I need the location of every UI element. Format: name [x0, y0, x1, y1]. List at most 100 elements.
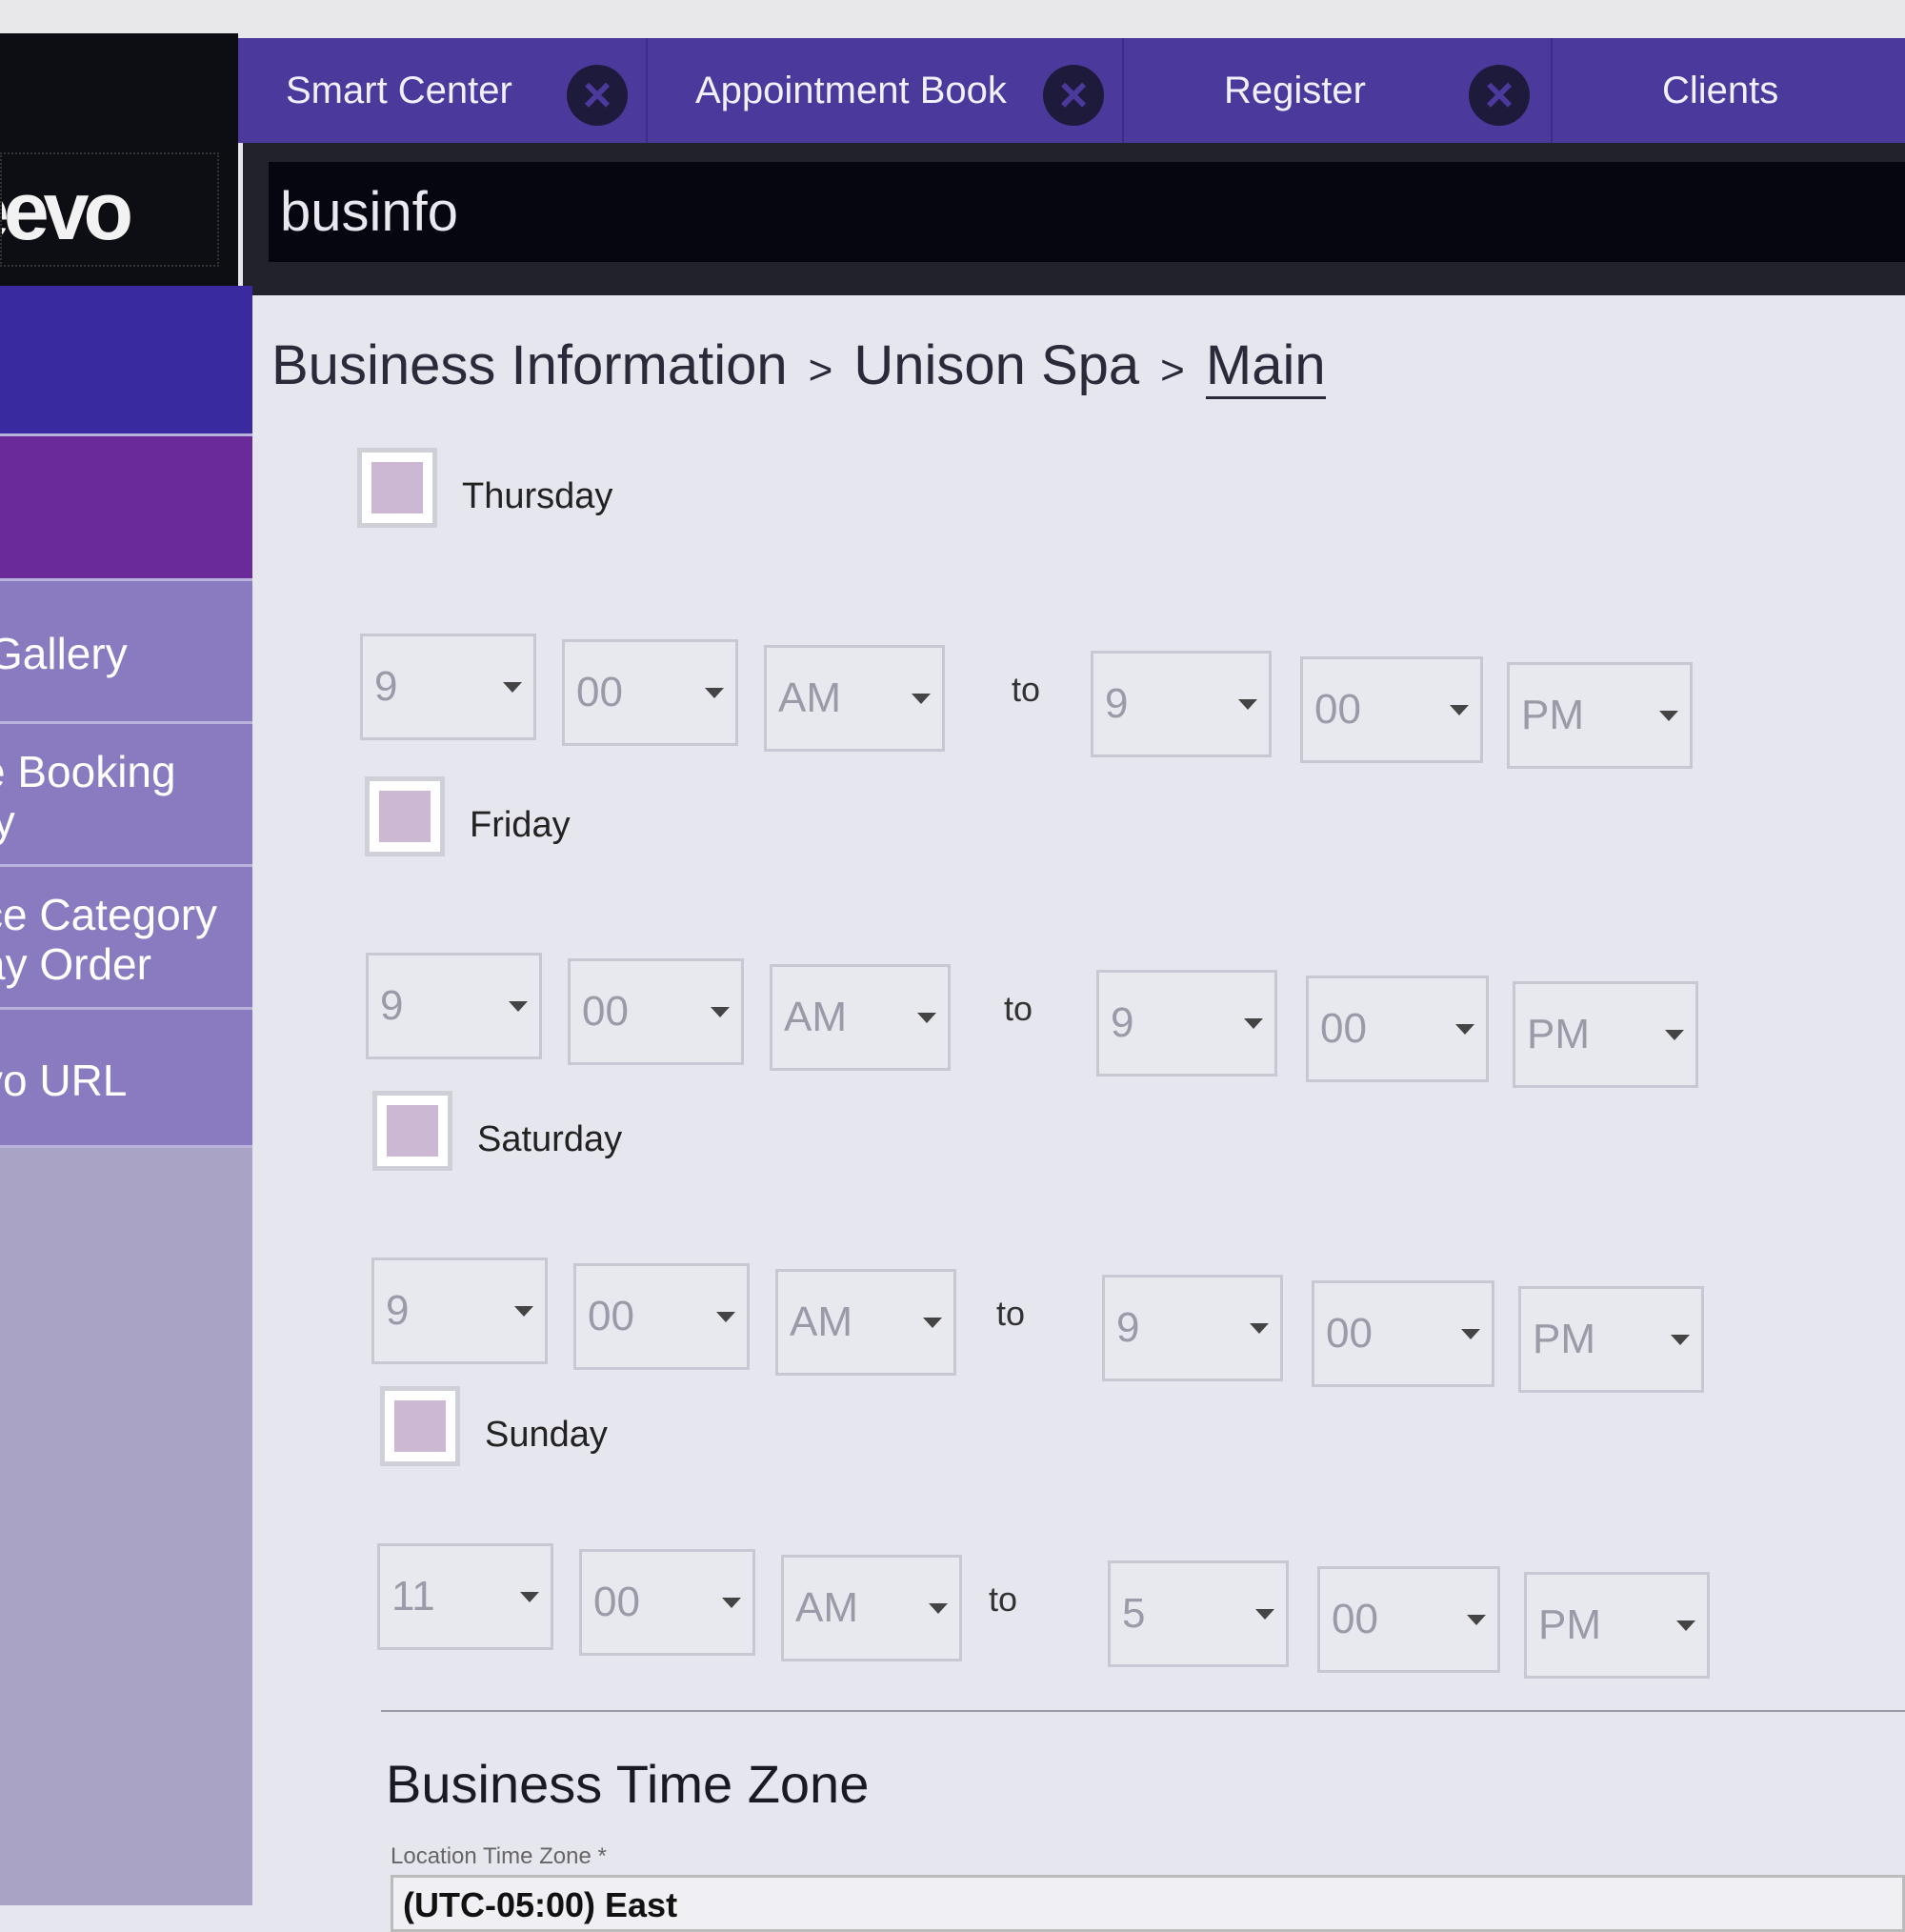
chevron-down-icon	[705, 687, 724, 698]
select-value: 9	[374, 663, 398, 710]
close-ampm-select[interactable]: PM	[1507, 662, 1693, 769]
timezone-label: Location Time Zone *	[391, 1843, 607, 1869]
search-input[interactable]	[269, 162, 1905, 262]
close-ampm-select[interactable]: PM	[1513, 981, 1698, 1088]
open-hour-select[interactable]: 9	[366, 953, 542, 1059]
select-value: AM	[790, 1298, 852, 1345]
select-value: 9	[1116, 1304, 1140, 1351]
close-minute-select[interactable]: 00	[1306, 976, 1489, 1082]
day-checkbox-friday[interactable]	[365, 776, 445, 856]
sidebar-block-blue	[0, 286, 252, 436]
select-value: 9	[1105, 680, 1129, 727]
chevron-down-icon	[722, 1597, 741, 1608]
select-value: 00	[1320, 1005, 1367, 1052]
open-minute-select[interactable]: 00	[568, 958, 744, 1065]
close-ampm-select[interactable]: PM	[1518, 1286, 1704, 1393]
open-ampm-select[interactable]: AM	[781, 1555, 962, 1661]
select-value: AM	[778, 674, 841, 721]
close-minute-select[interactable]: 00	[1317, 1566, 1500, 1673]
chevron-down-icon	[711, 1006, 730, 1017]
breadcrumb: Business Information > Unison Spa > Main	[271, 333, 1326, 399]
tab-label: Appointment Book	[695, 69, 1007, 111]
chevron-down-icon	[1676, 1620, 1695, 1631]
select-value: 00	[1314, 686, 1361, 733]
chevron-down-icon	[917, 1012, 936, 1023]
tab-appointment-book[interactable]: Appointment Book ×	[648, 38, 1124, 143]
day-checkbox-sunday[interactable]	[380, 1386, 460, 1466]
tab-label: Register	[1224, 69, 1366, 111]
tab-smart-center[interactable]: Smart Center ×	[238, 38, 648, 143]
day-checkbox-thursday[interactable]	[357, 448, 437, 528]
select-value: 11	[391, 1573, 435, 1620]
select-value: 00	[588, 1293, 634, 1339]
chevron-down-icon	[1467, 1614, 1486, 1625]
sidebar: Gallery e Booking ty ce Category ay Orde…	[0, 286, 252, 1905]
chevron-down-icon	[514, 1305, 533, 1317]
close-hour-select[interactable]: 9	[1096, 970, 1277, 1077]
to-label: to	[989, 1580, 1018, 1619]
day-checkbox-saturday[interactable]	[372, 1091, 452, 1171]
close-minute-select[interactable]: 00	[1312, 1280, 1494, 1387]
select-value: PM	[1538, 1601, 1601, 1648]
sidebar-block-purple[interactable]	[0, 436, 252, 581]
chevron-down-icon	[1244, 1017, 1263, 1029]
chevron-down-icon	[1671, 1334, 1690, 1345]
sidebar-item-category[interactable]: ce Category ay Order	[0, 867, 252, 1010]
open-ampm-select[interactable]: AM	[775, 1269, 956, 1376]
select-value: PM	[1533, 1316, 1595, 1362]
open-minute-select[interactable]: 00	[579, 1549, 755, 1656]
select-value: AM	[795, 1584, 858, 1631]
tab-clients[interactable]: Clients	[1553, 38, 1905, 143]
chevron-down-icon	[716, 1311, 735, 1322]
close-icon[interactable]: ×	[1469, 65, 1530, 126]
chevron-down-icon	[1455, 1023, 1474, 1035]
breadcrumb-main[interactable]: Main	[1205, 334, 1326, 399]
close-icon[interactable]: ×	[1043, 65, 1104, 126]
logo: eevo	[0, 152, 219, 267]
select-value: 5	[1122, 1590, 1146, 1637]
section-heading: Business Time Zone	[386, 1754, 870, 1814]
chevron-down-icon	[1250, 1322, 1269, 1334]
day-label: Sunday	[485, 1415, 608, 1455]
open-ampm-select[interactable]: AM	[764, 645, 945, 752]
sidebar-item-url[interactable]: vo URL	[0, 1010, 252, 1148]
open-ampm-select[interactable]: AM	[770, 964, 951, 1071]
checkbox-fill	[371, 462, 423, 513]
select-value: 9	[1111, 999, 1134, 1046]
breadcrumb-business-information[interactable]: Business Information	[271, 334, 788, 396]
open-minute-select[interactable]: 00	[573, 1263, 750, 1370]
tab-register[interactable]: Register ×	[1124, 38, 1553, 143]
open-minute-select[interactable]: 00	[562, 639, 738, 746]
select-value: AM	[784, 994, 847, 1040]
breadcrumb-unison-spa[interactable]: Unison Spa	[853, 334, 1140, 396]
chevron-down-icon	[1659, 710, 1678, 721]
to-label: to	[1004, 989, 1033, 1028]
open-hour-select[interactable]: 11	[377, 1543, 553, 1650]
close-hour-select[interactable]: 9	[1102, 1275, 1283, 1381]
breadcrumb-separator: >	[808, 347, 833, 393]
select-value: PM	[1521, 692, 1584, 738]
checkbox-fill	[379, 791, 431, 842]
sidebar-item-gallery[interactable]: Gallery	[0, 581, 252, 724]
select-value: 00	[582, 988, 629, 1035]
day-label: Saturday	[477, 1119, 623, 1159]
sidebar-item-booking[interactable]: e Booking ty	[0, 724, 252, 867]
open-hour-select[interactable]: 9	[360, 634, 536, 740]
tab-label: Clients	[1662, 69, 1779, 111]
open-hour-select[interactable]: 9	[371, 1258, 548, 1364]
close-ampm-select[interactable]: PM	[1524, 1572, 1710, 1679]
close-icon[interactable]: ×	[567, 65, 628, 126]
close-minute-select[interactable]: 00	[1300, 656, 1483, 763]
select-value: 00	[576, 669, 623, 715]
chevron-down-icon	[509, 1000, 528, 1012]
browser-strip	[0, 0, 1905, 43]
chevron-down-icon	[1450, 704, 1469, 715]
close-hour-select[interactable]: 5	[1108, 1560, 1289, 1667]
to-label: to	[1012, 670, 1041, 709]
checkbox-fill	[387, 1105, 438, 1157]
chevron-down-icon	[912, 693, 931, 704]
tab-label: Smart Center	[286, 69, 512, 111]
to-label: to	[996, 1294, 1026, 1333]
close-hour-select[interactable]: 9	[1091, 651, 1272, 757]
timezone-select[interactable]: (UTC-05:00) East	[391, 1875, 1905, 1932]
